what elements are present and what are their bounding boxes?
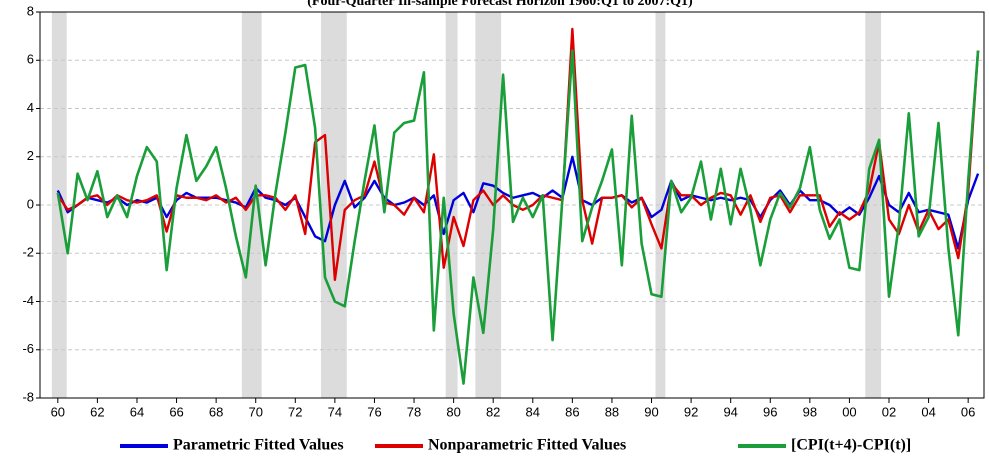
x-tick-label: 80 <box>446 404 460 419</box>
x-tick-label: 62 <box>90 404 104 419</box>
legend-label: Nonparametric Fitted Values <box>428 437 626 454</box>
x-tick-label: 78 <box>407 404 421 419</box>
y-tick-label: 0 <box>27 196 34 211</box>
y-tick-label: -2 <box>22 245 34 260</box>
x-tick-label: 96 <box>763 404 777 419</box>
legend-label: Parametric Fitted Values <box>173 437 344 454</box>
y-tick-label: -8 <box>22 389 34 404</box>
series-line <box>56 27 980 281</box>
y-tick-label: 4 <box>27 100 34 115</box>
y-tick-label: 6 <box>27 52 34 67</box>
x-tick-label: 72 <box>288 404 302 419</box>
y-tick-label: -6 <box>22 341 34 356</box>
y-tick-label: -4 <box>22 293 34 308</box>
x-tick-label: 76 <box>367 404 381 419</box>
chart-title: (Four-Quarter In-sample Forecast Horizon… <box>307 0 693 9</box>
x-tick-label: 00 <box>842 404 856 419</box>
x-tick-label: 02 <box>882 404 896 419</box>
x-tick-label: 84 <box>526 404 540 419</box>
x-tick-label: 70 <box>248 404 262 419</box>
x-tick-label: 66 <box>169 404 183 419</box>
x-tick-label: 94 <box>723 404 737 419</box>
x-tick-label: 98 <box>803 404 817 419</box>
series-line <box>56 49 980 385</box>
x-tick-label: 74 <box>328 404 342 419</box>
y-tick-label: 8 <box>27 3 34 18</box>
legend-label: [CPI(t+4)-CPI(t)] <box>791 437 911 454</box>
x-tick-label: 90 <box>644 404 658 419</box>
x-tick-label: 82 <box>486 404 500 419</box>
x-tick-label: 68 <box>209 404 223 419</box>
recession-band <box>655 12 666 398</box>
series-line <box>56 155 980 250</box>
x-tick-label: 06 <box>961 404 975 419</box>
x-tick-label: 88 <box>605 404 619 419</box>
x-tick-label: 60 <box>51 404 65 419</box>
x-tick-label: 04 <box>921 404 935 419</box>
x-tick-label: 92 <box>684 404 698 419</box>
x-tick-label: 64 <box>130 404 144 419</box>
y-tick-label: 2 <box>27 148 34 163</box>
plot-frame <box>39 11 985 399</box>
x-tick-label: 86 <box>565 404 579 419</box>
